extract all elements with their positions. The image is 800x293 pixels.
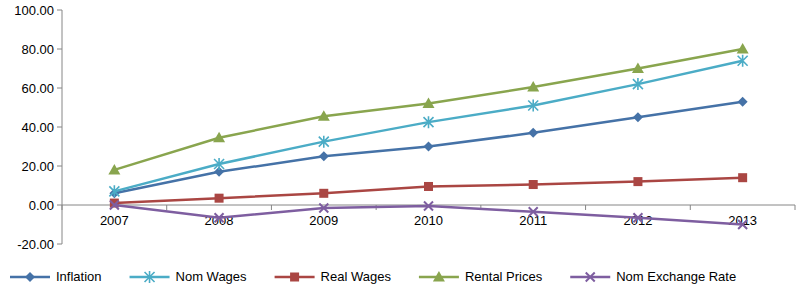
legend-label: Nom Wages bbox=[176, 269, 248, 284]
point-marker bbox=[529, 180, 538, 189]
x-tick bbox=[62, 205, 63, 210]
y-tick bbox=[57, 127, 62, 128]
point-marker bbox=[319, 189, 328, 198]
point-marker bbox=[214, 158, 224, 170]
y-tick bbox=[57, 88, 62, 89]
point-marker bbox=[424, 142, 434, 152]
point-marker bbox=[633, 177, 642, 186]
x-tick-label: 2012 bbox=[623, 213, 652, 228]
point-marker bbox=[424, 116, 434, 128]
point-marker bbox=[108, 164, 120, 175]
x-tick-label: 2009 bbox=[309, 213, 338, 228]
legend-marker bbox=[25, 272, 35, 282]
point-marker bbox=[423, 98, 435, 109]
y-tick bbox=[57, 49, 62, 50]
y-tick-label: 0.00 bbox=[29, 198, 54, 213]
point-marker bbox=[633, 112, 643, 122]
series-line bbox=[114, 49, 742, 170]
y-tick bbox=[57, 205, 62, 206]
point-marker bbox=[110, 201, 119, 210]
point-marker bbox=[632, 63, 644, 74]
point-marker bbox=[213, 132, 225, 143]
y-tick-label: -20.00 bbox=[17, 237, 54, 252]
x-tick bbox=[271, 205, 272, 210]
point-marker bbox=[318, 110, 330, 121]
legend-marker bbox=[586, 273, 595, 282]
legend-label: Real Wages bbox=[321, 269, 392, 284]
y-tick bbox=[57, 244, 62, 245]
y-tick-label: 80.00 bbox=[21, 42, 54, 57]
point-marker bbox=[215, 213, 224, 222]
point-marker bbox=[738, 173, 747, 182]
point-marker bbox=[424, 201, 433, 210]
x-tick bbox=[585, 205, 586, 210]
legend-label: Inflation bbox=[56, 269, 102, 284]
point-marker bbox=[738, 220, 747, 229]
legend-marker bbox=[290, 273, 299, 282]
x-tick-label: 2010 bbox=[414, 213, 443, 228]
point-marker bbox=[529, 207, 538, 216]
series-line bbox=[114, 178, 742, 203]
point-marker bbox=[633, 78, 643, 90]
point-marker bbox=[424, 182, 433, 191]
x-tick-label: 2013 bbox=[728, 213, 757, 228]
y-tick bbox=[57, 166, 62, 167]
point-marker bbox=[528, 100, 538, 112]
series-line bbox=[114, 205, 742, 225]
plot-area bbox=[108, 43, 748, 229]
point-marker bbox=[527, 81, 539, 92]
point-marker bbox=[528, 128, 538, 138]
legend-label: Nom Exchange Rate bbox=[616, 269, 736, 284]
legend-label: Rental Prices bbox=[465, 269, 543, 284]
x-tick bbox=[690, 205, 691, 210]
y-tick-label: 20.00 bbox=[21, 159, 54, 174]
y-tick bbox=[57, 10, 62, 11]
y-tick-label: 40.00 bbox=[21, 120, 54, 135]
x-tick-label: 2011 bbox=[519, 213, 547, 228]
point-marker bbox=[633, 213, 642, 222]
legend-marker bbox=[145, 271, 155, 283]
point-marker bbox=[319, 136, 329, 148]
point-marker bbox=[738, 97, 748, 107]
series-line bbox=[114, 102, 742, 194]
x-tick-label: 2007 bbox=[100, 213, 129, 228]
point-marker bbox=[738, 55, 748, 67]
point-marker bbox=[109, 185, 119, 197]
chart: -20.00 0.00 20.00 40.00 60.00 80.00 100.00 2007… bbox=[0, 0, 800, 293]
x-tick bbox=[795, 205, 796, 210]
legend-marker bbox=[433, 271, 445, 282]
legend: Inflation Nom Wages Real Wages Rental Price… bbox=[10, 269, 736, 284]
point-marker bbox=[215, 194, 224, 203]
y-tick-label: 60.00 bbox=[21, 81, 54, 96]
series-line bbox=[114, 61, 742, 192]
y-axis bbox=[62, 10, 63, 244]
x-tick bbox=[166, 205, 167, 210]
y-tick-label: 100.00 bbox=[14, 3, 54, 18]
point-marker bbox=[737, 43, 749, 54]
point-marker bbox=[319, 151, 329, 161]
point-marker bbox=[319, 203, 328, 212]
